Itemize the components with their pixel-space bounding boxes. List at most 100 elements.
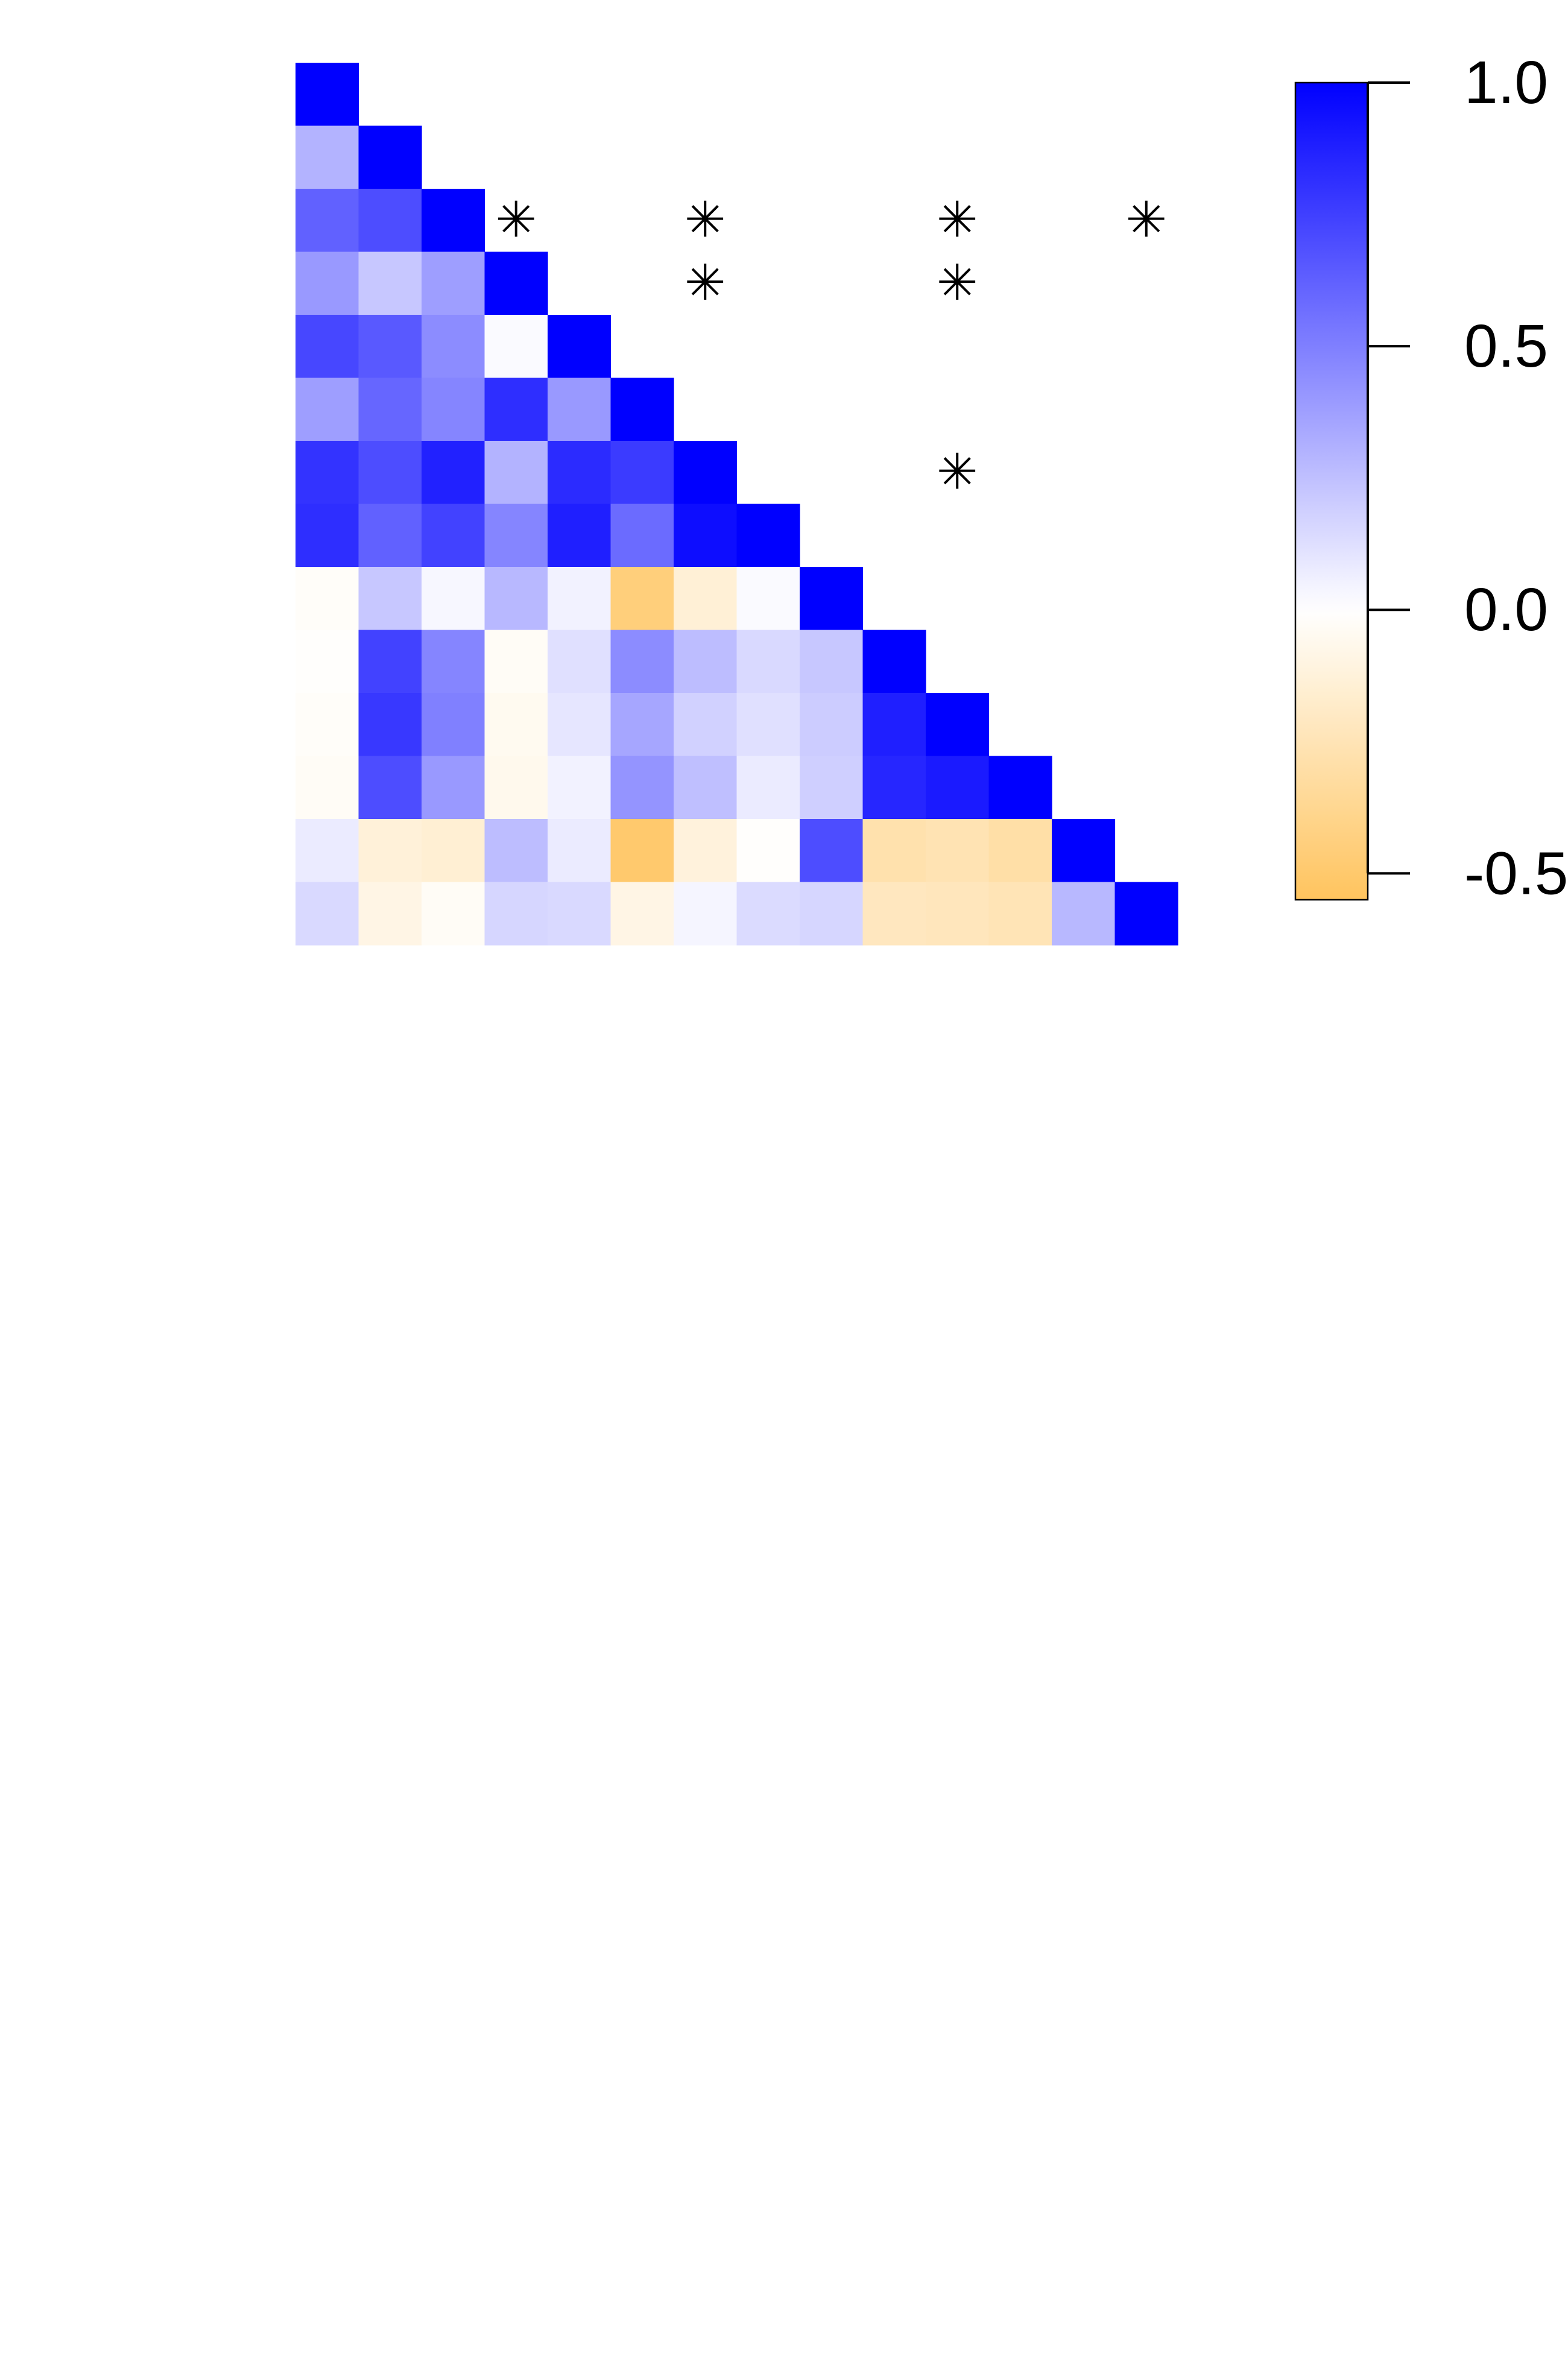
heatmap-cell (988, 756, 1052, 820)
colorbar-tick-label: 0.0 (1464, 576, 1548, 643)
heatmap-cell (610, 819, 674, 883)
colorbar-tick-label: 1.0 (1464, 49, 1548, 116)
heatmap-cell (358, 251, 422, 315)
heatmap-cell (296, 756, 359, 820)
heatmap-cell (610, 441, 674, 505)
heatmap-cell (358, 819, 422, 883)
heatmap-cell (674, 567, 738, 631)
heatmap-cell (736, 504, 800, 567)
heatmap-cell (484, 378, 548, 441)
heatmap-cell (548, 567, 612, 631)
heatmap-cell (926, 819, 990, 883)
heatmap-cell (484, 441, 548, 505)
heatmap-cell (610, 756, 674, 820)
heatmap-cell (610, 882, 674, 946)
heatmap-cell (296, 189, 359, 253)
heatmap-cell (422, 630, 485, 694)
heatmap-cell (1052, 882, 1116, 946)
heatmap-cell (548, 378, 612, 441)
heatmap-cell (296, 630, 359, 694)
heatmap-cell (800, 630, 864, 694)
heatmap-cell (862, 693, 926, 757)
heatmap-cell (422, 378, 485, 441)
heatmap-cell (422, 756, 485, 820)
heatmap-cell (422, 567, 485, 631)
heatmap-cell (484, 504, 548, 567)
heatmap-cell (988, 819, 1052, 883)
heatmap-cell (736, 693, 800, 757)
heatmap-cell (296, 378, 359, 441)
heatmap-cell (736, 819, 800, 883)
heatmap-cell (548, 504, 612, 567)
heatmap-cell (548, 441, 612, 505)
heatmap-cell (296, 441, 359, 505)
heatmap-cell (548, 315, 612, 379)
heatmap-cell (988, 882, 1052, 946)
heatmap-cell (1052, 819, 1116, 883)
heatmap-cell (422, 189, 485, 253)
significance-marker: ✳ (937, 192, 978, 247)
heatmap-cell (736, 630, 800, 694)
heatmap-cell (422, 882, 485, 946)
heatmap-cell (1114, 882, 1178, 946)
heatmap-cell (358, 378, 422, 441)
heatmap-cell (484, 756, 548, 820)
heatmap-cell (484, 567, 548, 631)
heatmap-cell (800, 567, 864, 631)
heatmap-cell (926, 693, 990, 757)
heatmap-cell (296, 819, 359, 883)
heatmap-cell (358, 693, 422, 757)
heatmap-cell (358, 882, 422, 946)
heatmap-cell (736, 756, 800, 820)
heatmap-cell (358, 189, 422, 253)
heatmap-cell (358, 441, 422, 505)
significance-markers: ✳ ✳ ✳ ✳ ✳ ✳ ✳ (495, 192, 1167, 499)
significance-marker: ✳ (495, 192, 537, 247)
heatmap-cell (926, 756, 990, 820)
heatmap-cell (674, 630, 738, 694)
heatmap-cell (548, 756, 612, 820)
heatmap-cell (422, 504, 485, 567)
heatmap-cell (862, 819, 926, 883)
heatmap-cell (296, 693, 359, 757)
heatmap-cell (862, 630, 926, 694)
significance-marker: ✳ (937, 444, 978, 499)
heatmap-cell (358, 567, 422, 631)
heatmap-cell (296, 315, 359, 379)
heatmap-cell (296, 567, 359, 631)
heatmap-cell (296, 251, 359, 315)
colorbar-tick-label: -0.5 (1464, 839, 1568, 907)
heatmap-cell (862, 756, 926, 820)
heatmap-cell (484, 315, 548, 379)
heatmap-cell (926, 882, 990, 946)
heatmap-cell (674, 819, 738, 883)
heatmap-cell (422, 251, 485, 315)
heatmap-cell (296, 504, 359, 567)
heatmap-cell (674, 504, 738, 567)
heatmap-cell (800, 693, 864, 757)
heatmap-cell (484, 819, 548, 883)
heatmap-cell (862, 882, 926, 946)
heatmap-cell (674, 882, 738, 946)
heatmap-cell (548, 819, 612, 883)
significance-marker: ✳ (684, 192, 726, 247)
heatmap-cell (484, 251, 548, 315)
heatmap-cell (800, 882, 864, 946)
heatmap-cell (422, 315, 485, 379)
heatmap-cell (800, 819, 864, 883)
heatmap-cell (358, 125, 422, 189)
heatmap-cell (610, 693, 674, 757)
significance-marker: ✳ (937, 256, 978, 311)
colorbar-ticks: 1.0 0.5 0.0 -0.5 (1367, 49, 1568, 907)
heatmap-cell (736, 882, 800, 946)
heatmap-cell (610, 567, 674, 631)
heatmap-cell (674, 756, 738, 820)
heatmap-cell (674, 441, 738, 505)
heatmap-cells (296, 63, 1178, 946)
heatmap-cell (674, 693, 738, 757)
heatmap-cell (736, 567, 800, 631)
heatmap-cell (358, 756, 422, 820)
colorbar-tick-label: 0.5 (1464, 312, 1548, 380)
